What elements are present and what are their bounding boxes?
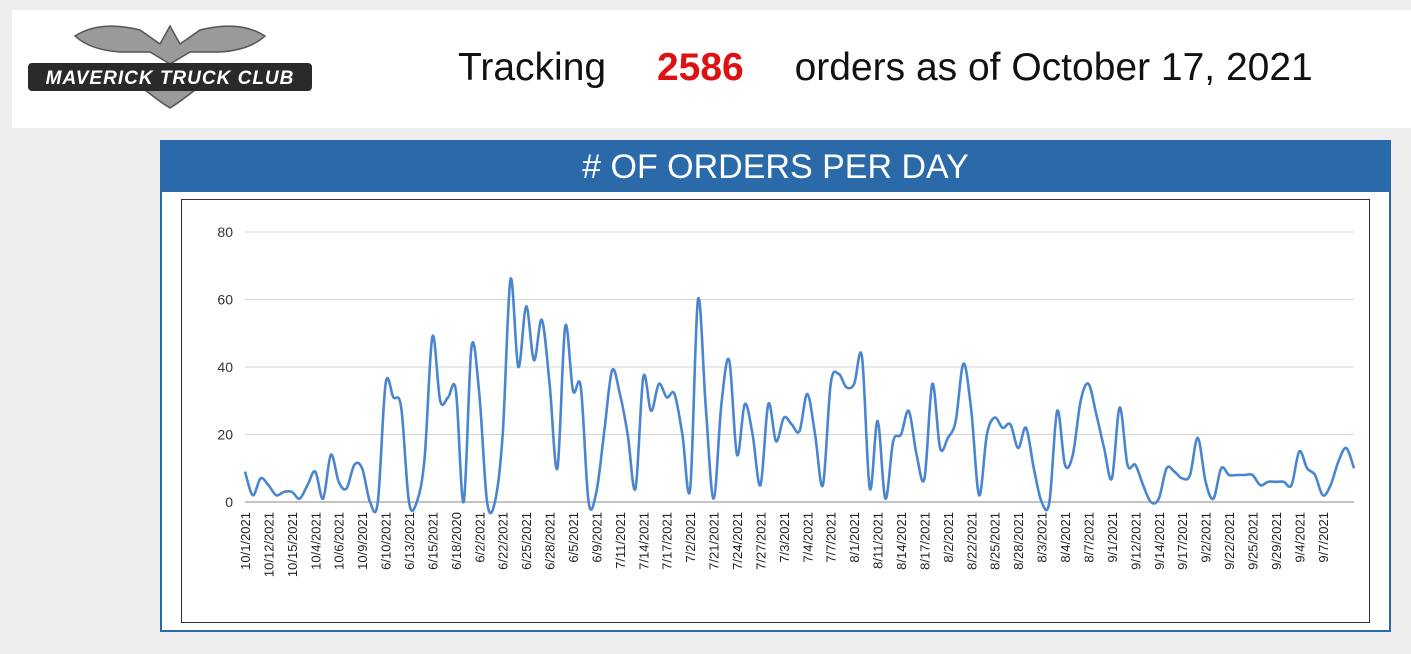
x-tick-label: 10/15/2021	[285, 512, 300, 577]
x-tick-label: 7/27/2021	[753, 512, 768, 570]
x-tick-label: 7/4/2021	[800, 512, 815, 563]
x-tick-label: 8/28/2021	[1011, 512, 1026, 570]
x-tick-label: 8/17/2021	[917, 512, 932, 570]
x-tick-label: 8/3/2021	[1035, 512, 1050, 563]
x-tick-label: 6/10/2021	[379, 512, 394, 570]
x-tick-label: 6/18/2020	[449, 512, 464, 570]
x-tick-label: 6/5/2021	[566, 512, 581, 563]
x-tick-label: 9/4/2021	[1292, 512, 1307, 563]
y-tick-label: 80	[217, 224, 233, 240]
tracking-summary: Tracking 2586 orders as of October 17, 2…	[458, 46, 1313, 106]
y-tick-label: 0	[225, 494, 233, 510]
x-tick-label: 8/25/2021	[988, 512, 1003, 570]
x-tick-label: 6/15/2021	[425, 512, 440, 570]
x-tick-label: 7/24/2021	[730, 512, 745, 570]
x-tick-label: 6/22/2021	[496, 512, 511, 570]
chart-title: # OF ORDERS PER DAY	[162, 142, 1389, 192]
plot-frame: 0 20 40 60 80 10/1/2021 10/12/2021 10/15/2021 10…	[181, 199, 1370, 623]
x-tick-label: 9/29/2021	[1269, 512, 1284, 570]
tracking-suffix: orders as of October 17, 2021	[794, 46, 1313, 89]
x-tick-label: 9/14/2021	[1152, 512, 1167, 570]
y-tick-label: 60	[217, 292, 233, 308]
x-tick-label: 10/9/2021	[355, 512, 370, 570]
x-tick-label: 7/21/2021	[707, 512, 722, 570]
x-tick-label: 10/4/2021	[308, 512, 323, 570]
logo-text: MAVERICK TRUCK CLUB	[46, 68, 295, 89]
x-tick-label: 6/9/2021	[589, 512, 604, 563]
x-tick-label: 9/12/2021	[1128, 512, 1143, 570]
x-tick-label: 8/14/2021	[894, 512, 909, 570]
x-tick-label: 7/3/2021	[777, 512, 792, 563]
chart-panel: # OF ORDERS PER DAY 0 20 40 60 80 10/1/2021 10…	[160, 140, 1391, 632]
y-tick-label: 40	[217, 359, 233, 375]
x-tick-label: 9/25/2021	[1245, 512, 1260, 570]
x-tick-label: 7/17/2021	[660, 512, 675, 570]
maverick-truck-club-logo: MAVERICK TRUCK CLUB	[28, 24, 312, 109]
x-tick-label: 6/25/2021	[519, 512, 534, 570]
x-tick-label: 8/22/2021	[964, 512, 979, 570]
x-tick-label: 6/28/2021	[543, 512, 558, 570]
x-tick-label: 10/12/2021	[261, 512, 276, 577]
x-tick-label: 9/22/2021	[1222, 512, 1237, 570]
x-tick-label: 7/11/2021	[613, 512, 628, 569]
x-tick-label: 8/4/2021	[1058, 512, 1073, 563]
x-tick-label: 6/13/2021	[402, 512, 417, 570]
x-tick-label: 7/2/2021	[683, 512, 698, 563]
header-bar: MAVERICK TRUCK CLUB Tracking 2586 orders…	[12, 10, 1411, 128]
series-line	[243, 277, 1356, 515]
x-tick-label: 8/1/2021	[847, 512, 862, 563]
y-tick-label: 20	[217, 427, 233, 443]
x-tick-label: 7/14/2021	[636, 512, 651, 570]
x-tick-label: 6/2/2021	[472, 512, 487, 563]
x-tick-label: 7/7/2021	[824, 512, 839, 563]
orders-per-day-chart: 0 20 40 60 80 10/1/2021 10/12/2021 10/15/2021 10…	[217, 224, 1356, 577]
x-tick-label: 9/1/2021	[1105, 512, 1120, 563]
x-tick-label: 8/2/2021	[941, 512, 956, 563]
x-tick-label: 10/6/2021	[332, 512, 347, 570]
tracking-count: 2586	[656, 46, 744, 89]
x-tick-label: 8/11/2021	[871, 512, 886, 569]
x-tick-label: 9/17/2021	[1175, 512, 1190, 570]
x-tick-label: 8/7/2021	[1081, 512, 1096, 563]
x-tick-label: 9/2/2021	[1199, 512, 1214, 563]
x-tick-label: 9/7/2021	[1316, 512, 1331, 563]
x-tick-label: 10/1/2021	[238, 512, 253, 570]
tracking-prefix: Tracking	[458, 46, 607, 89]
